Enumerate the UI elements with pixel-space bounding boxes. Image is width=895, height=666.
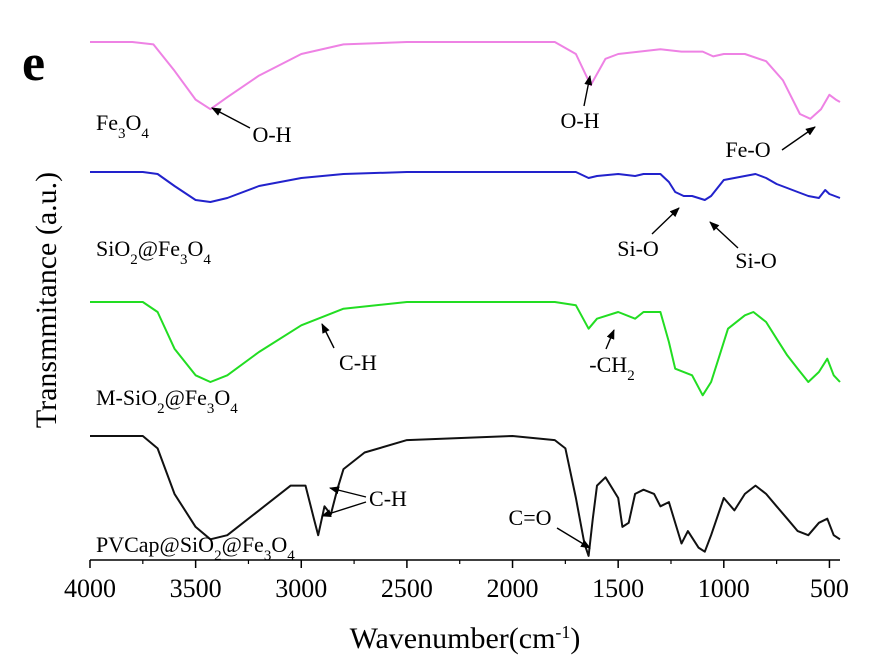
annotation-arrow bbox=[605, 329, 615, 350]
series-label-1-part: SiO bbox=[96, 236, 130, 261]
annotation-sio2-sio-left-part: Si-O bbox=[617, 236, 659, 261]
series-labels: Fe3O4SiO2@Fe3O4M-SiO2@Fe3O4PVCap@SiO2@Fe… bbox=[96, 110, 295, 564]
annotation-fe3o4-oh-low: O-H bbox=[560, 75, 600, 133]
annotation-label: O-H bbox=[560, 108, 599, 133]
annotations: O-H O-H Fe-O Si-O Si-O C-H -CH2 C-H C=O bbox=[211, 75, 816, 549]
series-label-1-part: 4 bbox=[203, 252, 211, 268]
annotation-arrow bbox=[321, 323, 335, 349]
panel-letter: e bbox=[22, 35, 45, 92]
annotation-sio2-sio-right-part: Si-O bbox=[735, 248, 777, 273]
x-tick-label: 2000 bbox=[487, 574, 539, 603]
x-axis-label-sup: -1 bbox=[555, 622, 570, 642]
annotation-arrow bbox=[211, 107, 251, 129]
series-label-0-part: 3 bbox=[118, 126, 126, 142]
annotation-label: C-H bbox=[369, 486, 407, 511]
series-label-3-part: 3 bbox=[264, 548, 272, 564]
series-line-3 bbox=[90, 435, 841, 557]
x-tick-label: 1000 bbox=[698, 574, 750, 603]
x-tick-label: 3000 bbox=[275, 574, 327, 603]
series-label-2-part: M-SiO bbox=[96, 385, 157, 410]
series-label-1-part: O bbox=[188, 236, 204, 261]
annotation-fe3o4-oh-low-part: O-H bbox=[560, 108, 599, 133]
x-tick-label: 2500 bbox=[381, 574, 433, 603]
annotation-msio2-ch2-part: 2 bbox=[627, 368, 635, 384]
annotation-fe3o4-feo-part: Fe-O bbox=[725, 137, 770, 162]
annotation-arrow bbox=[781, 126, 816, 151]
annotation-arrow bbox=[651, 207, 680, 235]
annotation-pvcap-co: C=O bbox=[509, 505, 591, 549]
annotation-arrow bbox=[556, 527, 591, 549]
series-line-1 bbox=[90, 171, 841, 203]
series-label-0: Fe3O4 bbox=[96, 110, 149, 142]
annotation-msio2-ch: C-H bbox=[321, 323, 377, 375]
series-label-3-part: 2 bbox=[214, 548, 222, 564]
annotation-arrow bbox=[583, 75, 593, 107]
annotation-msio2-ch-part: C-H bbox=[339, 350, 377, 375]
series-line-0 bbox=[90, 41, 841, 120]
annotation-arrow bbox=[709, 221, 739, 249]
annotation-label: C=O bbox=[509, 505, 552, 530]
annotation-label: Si-O bbox=[735, 248, 777, 273]
y-axis-label: Transmmitance (a.u.) bbox=[30, 172, 63, 428]
series-label-1-part: @Fe bbox=[138, 236, 180, 261]
series-label-0-part: 4 bbox=[141, 126, 149, 142]
series-label-1: SiO2@Fe3O4 bbox=[96, 236, 211, 268]
series-label-3: PVCap@SiO2@Fe3O4 bbox=[96, 532, 295, 564]
series-label-3-part: PVCap@SiO bbox=[96, 532, 214, 557]
annotation-sio2-sio-left: Si-O bbox=[617, 207, 680, 261]
series-label-3-part: O bbox=[271, 532, 287, 557]
series-label-0-part: Fe bbox=[96, 110, 118, 135]
series-label-2: M-SiO2@Fe3O4 bbox=[96, 385, 238, 417]
x-axis-label: Wavenumber(cm-1) bbox=[350, 622, 581, 655]
annotation-pvcap-ch-part: C-H bbox=[369, 486, 407, 511]
annotation-msio2-ch2-part: -CH bbox=[589, 352, 627, 377]
x-axis-ticks: 4000 3500 3000 2500 2000 1500 1000 500 bbox=[64, 560, 849, 603]
annotation-fe3o4-oh-high: O-H bbox=[211, 107, 292, 147]
x-tick-label: 500 bbox=[810, 574, 849, 603]
annotation-label: O-H bbox=[252, 122, 291, 147]
series-line-2 bbox=[90, 301, 841, 397]
series-label-3-part: @Fe bbox=[222, 532, 264, 557]
annotation-label: Fe-O bbox=[725, 137, 770, 162]
series-label-0-part: O bbox=[126, 110, 142, 135]
annotation-arrow bbox=[329, 486, 367, 498]
annotation-pvcap-ch: C-H bbox=[321, 486, 407, 518]
annotation-fe3o4-feo: Fe-O bbox=[725, 126, 816, 162]
series-label-1-part: 3 bbox=[180, 252, 188, 268]
series-label-1-part: 2 bbox=[130, 252, 138, 268]
annotation-arrow bbox=[321, 501, 367, 518]
annotation-label: -CH2 bbox=[589, 352, 634, 384]
series-label-2-part: O bbox=[214, 385, 230, 410]
x-axis-label-main: Wavenumber(cm bbox=[350, 622, 556, 655]
x-tick-label: 1500 bbox=[592, 574, 644, 603]
x-tick-label: 4000 bbox=[64, 574, 116, 603]
annotation-fe3o4-oh-high-part: O-H bbox=[252, 122, 291, 147]
series-layer bbox=[90, 41, 841, 557]
series-label-2-part: 4 bbox=[230, 401, 238, 417]
annotation-pvcap-co-part: C=O bbox=[509, 505, 552, 530]
series-label-2-part: 3 bbox=[207, 401, 215, 417]
annotation-sio2-sio-right: Si-O bbox=[709, 221, 777, 273]
annotation-msio2-ch2: -CH2 bbox=[589, 329, 635, 384]
series-label-2-part: @Fe bbox=[165, 385, 207, 410]
x-tick-label: 3500 bbox=[170, 574, 222, 603]
x-axis-label-close: ) bbox=[570, 622, 580, 655]
series-label-3-part: 4 bbox=[287, 548, 295, 564]
annotation-label: Si-O bbox=[617, 236, 659, 261]
series-label-2-part: 2 bbox=[157, 401, 165, 417]
annotation-label: C-H bbox=[339, 350, 377, 375]
